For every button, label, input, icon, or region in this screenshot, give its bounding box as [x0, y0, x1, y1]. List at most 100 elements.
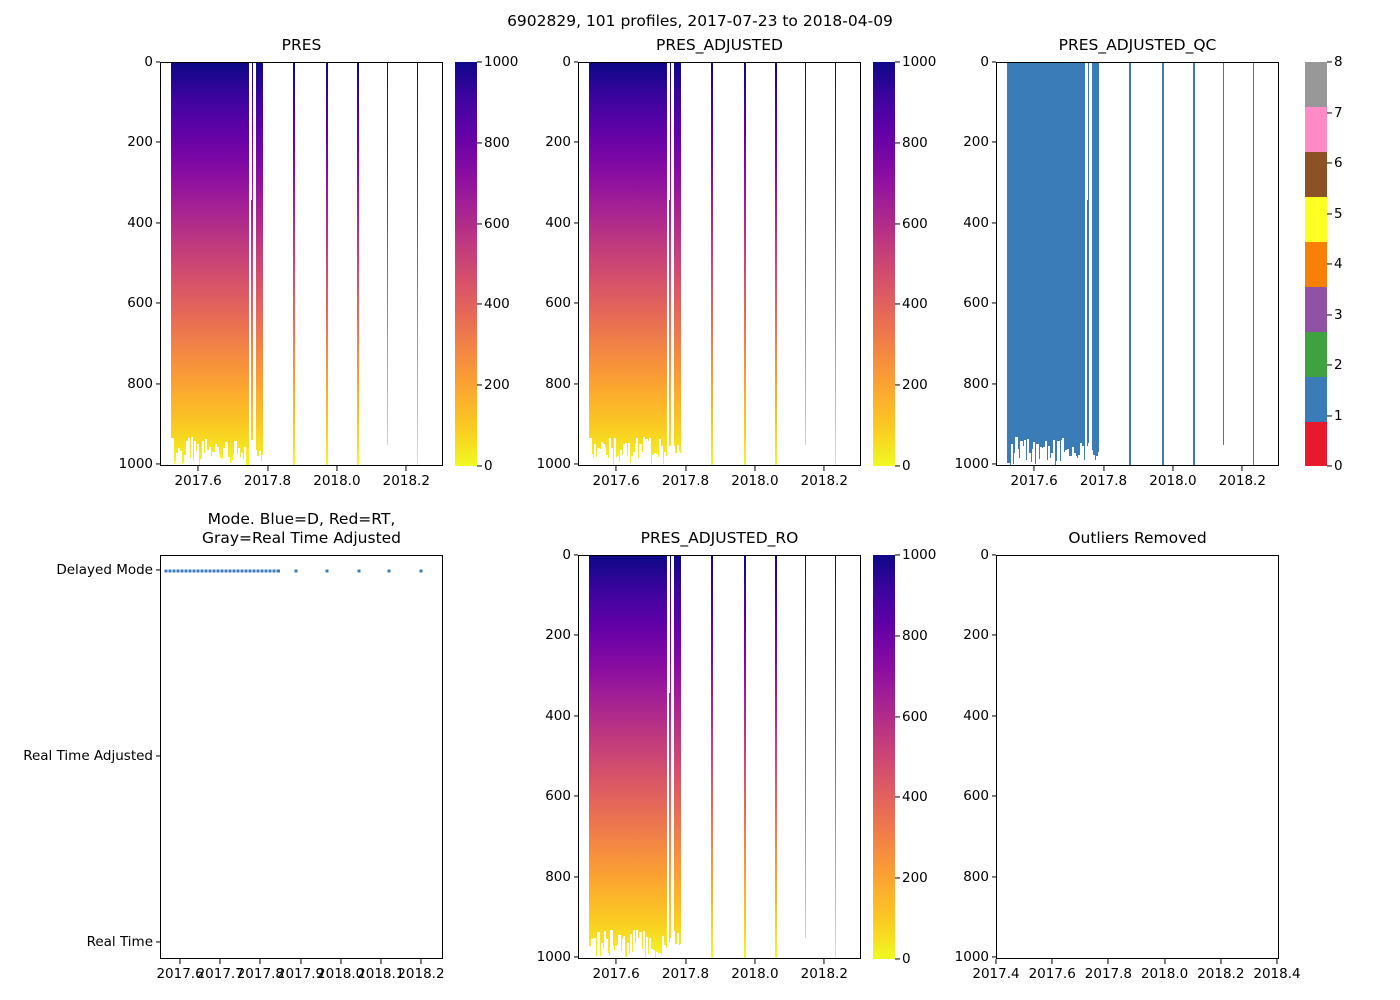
mode-run-gap: [246, 569, 250, 573]
ytick-label-pres_adjusted_qc: 1000: [954, 456, 989, 472]
profile-bottom-notch: [658, 438, 661, 465]
ytick-label-pres_adjusted_ro: 800: [545, 868, 571, 885]
profile-column: [171, 63, 264, 465]
profile-bottom-notch: [589, 438, 592, 465]
ytick-label-pres_adjusted_ro: 400: [545, 707, 571, 724]
profile-bottom-notch: [671, 457, 674, 465]
profile-bottom-notch: [615, 945, 618, 958]
profile-bottom-notch: [603, 931, 607, 958]
profile-bottom-notch: [1096, 456, 1099, 465]
profile-bottom-notch: [1057, 441, 1060, 465]
colorbar-pres-adjusted-qc[interactable]: 0 1 2 3 4 5 6 7 8: [1305, 54, 1343, 474]
profile-column: [774, 556, 777, 958]
panel-pres-adjusted-qc-axes[interactable]: [996, 62, 1279, 466]
profile-gap: [1084, 63, 1088, 465]
ytick-mark: [573, 141, 578, 143]
profile-column: [711, 556, 713, 958]
profile-bottom-notch: [1055, 461, 1058, 465]
profile-bottom-notch: [655, 454, 658, 465]
ytick-label-pres_adjusted: 1000: [536, 456, 571, 472]
xtick-label-pres: 2017.6: [174, 473, 222, 489]
qc-colorbar-segment-8: [1305, 62, 1327, 108]
profile-bottom-notch: [665, 948, 668, 958]
profile-bottom-notch: [1078, 455, 1081, 465]
colorbar-tick-mark: [895, 635, 900, 637]
profile-bottom-notch: [650, 464, 653, 465]
profile-bottom-notch: [608, 438, 611, 465]
profile-bottom-notch: [608, 956, 611, 958]
panel-pres-adjusted-axes[interactable]: [578, 62, 861, 466]
ytick-label-pres: 200: [127, 134, 153, 151]
mode-point: [212, 569, 216, 573]
mode-point: [260, 569, 264, 573]
panel-outliers-removed-axes[interactable]: [996, 555, 1279, 959]
profile-bottom-notch: [631, 456, 634, 465]
profile-bottom-notch: [256, 456, 260, 465]
colorbar-pres-adjusted-ro[interactable]: 0 200 400 600 800 1000: [873, 547, 936, 967]
profile-bottom-notch: [618, 934, 621, 958]
panel-pres-adjusted-ro-axes[interactable]: [578, 555, 861, 959]
profile-gap-short: [249, 63, 252, 200]
profile-gap: [248, 63, 252, 465]
mode-point: [192, 569, 196, 573]
ytick-label-pres_adjusted: 600: [545, 295, 571, 312]
ytick-label-pres_adjusted_qc: 0: [980, 54, 989, 70]
profile-bottom-notch: [258, 450, 261, 465]
colorbar-tick-mark: [895, 384, 900, 386]
profile-bottom-notch: [637, 938, 640, 958]
xtick-mark: [266, 466, 269, 471]
qc-colorbar-segment-3: [1305, 286, 1327, 332]
xtick-mark: [1276, 959, 1278, 964]
colorbar-tick-mark: [477, 61, 482, 63]
mode-point: [276, 569, 280, 573]
qc-colorbar-tick-label: 8: [1334, 54, 1343, 70]
figure-suptitle: 6902829, 101 profiles, 2017-07-23 to 201…: [507, 12, 893, 30]
colorbar-tick-mark: [477, 142, 482, 144]
ytick-mark: [991, 141, 996, 143]
profile-bottom-notch: [1062, 438, 1065, 465]
profile-bottom-notch: [1071, 446, 1075, 465]
ytick-mark: [991, 554, 996, 556]
xtick-label-pres_adjusted: 2018.0: [731, 473, 779, 489]
profile-bottom-notch: [618, 462, 621, 465]
xtick-label-pres_adjusted: 2017.6: [592, 473, 640, 489]
profile-bottom-notch: [1059, 461, 1062, 465]
profile-bottom-notch: [605, 454, 608, 465]
profile-bottom-notch: [1047, 445, 1050, 465]
profile-bottom-notch: [644, 956, 647, 958]
xtick-label-outliers_removed: 2017.6: [1028, 966, 1076, 982]
profile-bottom-notch: [1041, 448, 1044, 465]
ytick-label-outliers_removed: 0: [980, 547, 989, 563]
profile-bottom-notch: [1029, 462, 1033, 465]
xtick-label-mode: 2017.8: [236, 966, 284, 982]
xtick-label-pres: 2018.2: [382, 473, 430, 489]
xtick-label-pres: 2017.8: [243, 473, 292, 489]
profile-bottom-notch: [1031, 448, 1034, 465]
mode-point: [228, 569, 232, 573]
profile-bottom-notch: [1020, 441, 1023, 465]
profile-bottom-notch: [1070, 455, 1073, 465]
panel-pres-axes[interactable]: [160, 62, 443, 466]
colorbar-tick-label: 1000: [902, 54, 937, 70]
colorbar-pres-gradient: [455, 62, 477, 466]
panel-mode-axes[interactable]: [160, 555, 443, 959]
profile-bottom-notch: [214, 444, 218, 465]
ytick-mark: [991, 222, 996, 224]
ytick-label-mode: Delayed Mode: [56, 561, 153, 578]
profile-bottom-notch: [600, 942, 603, 958]
profile-bottom-notch: [666, 463, 670, 465]
colorbar-pres-adjusted[interactable]: 0 200 400 600 800 1000: [873, 54, 936, 474]
ytick-mark: [573, 463, 578, 465]
xtick-mark: [684, 959, 687, 964]
profile-bottom-notch: [253, 438, 256, 465]
panel-pres-adjusted-qc-title: PRES_ADJUSTED_QC: [1058, 36, 1217, 54]
profile-column: [1007, 63, 1100, 465]
panel-pres-adjusted-ro-title: PRES_ADJUSTED_RO: [640, 529, 799, 547]
colorbar-pres[interactable]: 0 200 400 600 800 1000: [455, 54, 518, 474]
xtick-label-pres_adjusted_ro: 2017.6: [592, 966, 640, 982]
profile-bottom-notch: [653, 453, 657, 465]
mode-run-gap: [254, 569, 258, 573]
ytick-mark: [155, 463, 160, 465]
ytick-label-pres_adjusted_qc: 800: [963, 375, 989, 392]
mode-point: [176, 569, 180, 573]
